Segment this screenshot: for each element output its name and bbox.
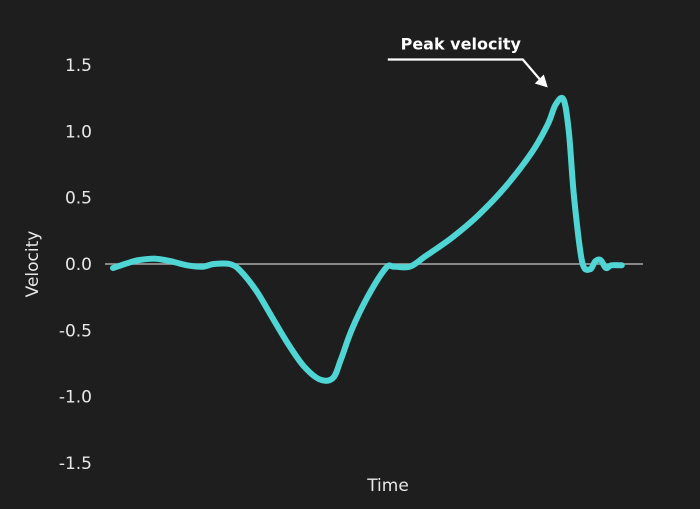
peak-annotation: Peak velocity bbox=[387, 34, 548, 88]
y-tick-label: 1.0 bbox=[65, 122, 92, 142]
annotation-arrow-line bbox=[387, 58, 542, 82]
y-tick-label: -1.0 bbox=[59, 388, 92, 408]
y-tick-label: 0.0 bbox=[65, 255, 92, 275]
annotation-arrow-head bbox=[534, 74, 548, 88]
y-tick-label: -1.5 bbox=[59, 454, 92, 474]
y-axis-ticks: 1.5 1.0 0.5 0.0 -0.5 -1.0 -1.5 bbox=[59, 56, 92, 474]
y-tick-label: 1.5 bbox=[65, 56, 92, 76]
annotation-label: Peak velocity bbox=[401, 34, 522, 53]
velocity-series-line bbox=[110, 94, 625, 384]
y-axis-label: Velocity bbox=[23, 231, 43, 298]
y-tick-label: -0.5 bbox=[59, 321, 92, 341]
x-axis-label: Time bbox=[366, 476, 409, 496]
y-tick-label: 0.5 bbox=[65, 189, 92, 209]
